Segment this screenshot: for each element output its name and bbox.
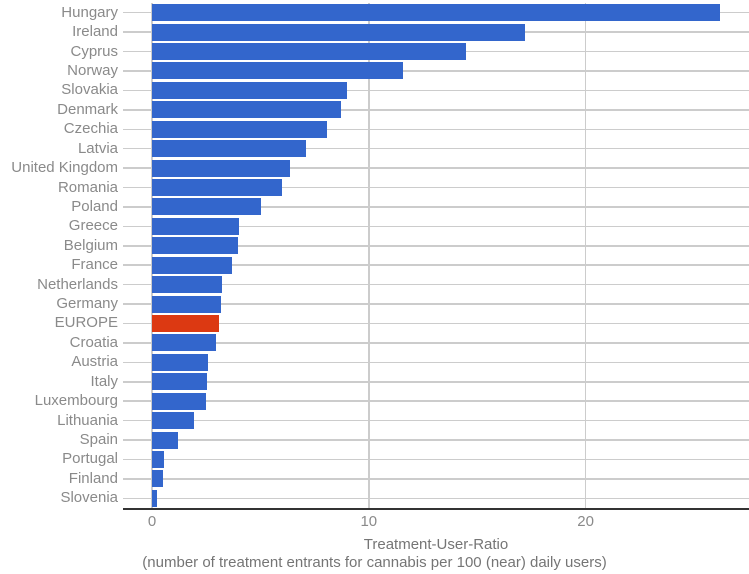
y-gridline-spain [123,439,749,441]
y-gridline-czechia [123,128,749,130]
bar-cyprus [152,43,467,61]
category-label-portugal: Portugal [62,450,118,468]
category-label-latvia: Latvia [77,139,118,157]
y-gridline-europe [123,322,749,325]
x-gridline-10 [368,3,370,508]
bar-united-kingdom [152,159,290,177]
category-label-lithuania: Lithuania [57,411,118,429]
bar-austria [152,353,209,371]
bar-italy [152,373,208,391]
category-label-romania: Romania [57,178,118,196]
category-label-finland: Finland [68,469,118,487]
bar-slovenia [152,489,158,507]
y-gridline-croatia [123,342,749,344]
y-gridline-luxembourg [123,400,749,402]
y-gridline-denmark [123,109,749,111]
category-label-slovenia: Slovenia [60,489,118,507]
bar-slovakia [152,81,348,99]
bar-luxembourg [152,392,207,410]
bar-germany [152,295,222,313]
category-label-hungary: Hungary [61,3,118,21]
category-label-poland: Poland [71,197,118,215]
bar-denmark [152,101,341,119]
y-gridline-netherlands [123,283,749,286]
bar-latvia [152,140,306,158]
category-label-norway: Norway [67,61,118,79]
bar-czechia [152,120,327,138]
x-tick-label-10: 10 [360,513,378,530]
bar-europe [152,314,220,332]
y-gridline-norway [123,70,749,72]
bar-lithuania [152,412,195,430]
bar-ireland [152,23,525,41]
y-gridline-portugal [123,458,749,461]
bar-portugal [152,450,164,468]
x-axis-subtitle: (number of treatment entrants for cannab… [142,554,607,571]
category-label-czechia: Czechia [63,120,118,138]
x-axis-line [123,508,749,510]
y-gridline-united-kingdom [123,167,749,169]
category-label-luxembourg: Luxembourg [34,392,118,410]
category-label-europe: EUROPE [54,314,118,332]
y-gridline-germany [123,303,749,305]
category-label-spain: Spain [79,431,118,449]
category-label-belgium: Belgium [63,236,118,254]
bar-croatia [152,334,216,352]
y-gridline-france [123,264,749,266]
bar-hungary [152,4,721,22]
category-label-croatia: Croatia [69,333,118,351]
bar-norway [152,62,404,80]
category-label-germany: Germany [56,295,118,313]
y-gridline-lithuania [123,419,749,422]
x-gridline-0 [151,3,153,508]
bar-poland [152,198,262,216]
category-label-austria: Austria [71,353,118,371]
y-gridline-austria [123,361,749,364]
bar-france [152,256,233,274]
x-axis-title: Treatment-User-Ratio [363,536,509,553]
y-gridline-greece [123,225,749,228]
y-gridline-belgium [123,245,749,247]
category-label-ireland: Ireland [72,23,118,41]
category-label-slovakia: Slovakia [61,81,118,99]
category-label-cyprus: Cyprus [70,42,118,60]
category-label-france: France [71,256,118,274]
bar-finland [152,470,163,488]
y-gridline-finland [123,478,749,480]
bar-netherlands [152,276,223,294]
x-gridline-20 [584,3,587,508]
y-gridline-slovakia [123,89,749,92]
category-label-united-kingdom: United Kingdom [11,159,118,177]
bar-belgium [152,237,238,255]
y-gridline-slovenia [123,497,749,500]
category-label-greece: Greece [68,217,118,235]
y-gridline-latvia [123,147,749,150]
bar-romania [152,179,283,197]
x-tick-label-20: 20 [577,513,594,530]
bar-greece [152,217,239,235]
y-gridline-poland [123,206,749,208]
y-gridline-romania [123,186,749,189]
category-label-netherlands: Netherlands [37,275,118,293]
category-label-italy: Italy [90,372,118,390]
x-tick-label-0: 0 [147,513,157,530]
bar-spain [152,431,179,449]
y-gridline-italy [123,381,749,383]
category-label-denmark: Denmark [57,100,118,118]
